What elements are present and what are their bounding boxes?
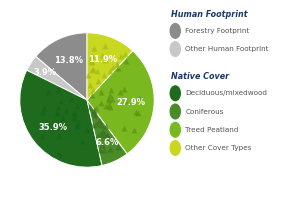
Wedge shape xyxy=(87,51,154,154)
Wedge shape xyxy=(87,33,133,100)
Circle shape xyxy=(170,141,180,155)
Text: Other Cover Types: Other Cover Types xyxy=(185,145,252,151)
Text: Deciduous/mixedwood: Deciduous/mixedwood xyxy=(185,90,267,96)
Text: Human Footprint: Human Footprint xyxy=(171,10,247,19)
Text: 3.9%: 3.9% xyxy=(33,68,56,77)
Circle shape xyxy=(170,104,180,119)
Text: Native Cover: Native Cover xyxy=(171,72,229,81)
Wedge shape xyxy=(20,70,102,167)
Text: 13.8%: 13.8% xyxy=(54,56,83,65)
Wedge shape xyxy=(87,100,127,165)
Text: 11.9%: 11.9% xyxy=(88,55,118,64)
Text: 6.6%: 6.6% xyxy=(95,138,118,147)
Text: Forestry Footprint: Forestry Footprint xyxy=(185,28,249,34)
Circle shape xyxy=(170,86,180,101)
Circle shape xyxy=(170,24,180,38)
Wedge shape xyxy=(27,57,87,100)
Text: Treed Peatland: Treed Peatland xyxy=(185,127,238,133)
Text: Coniferous: Coniferous xyxy=(185,109,224,115)
Text: 27.9%: 27.9% xyxy=(116,98,145,107)
Circle shape xyxy=(170,122,180,137)
Circle shape xyxy=(170,42,180,56)
Wedge shape xyxy=(36,33,87,100)
Text: Other Human Footprint: Other Human Footprint xyxy=(185,46,269,52)
Text: 35.9%: 35.9% xyxy=(38,123,67,132)
